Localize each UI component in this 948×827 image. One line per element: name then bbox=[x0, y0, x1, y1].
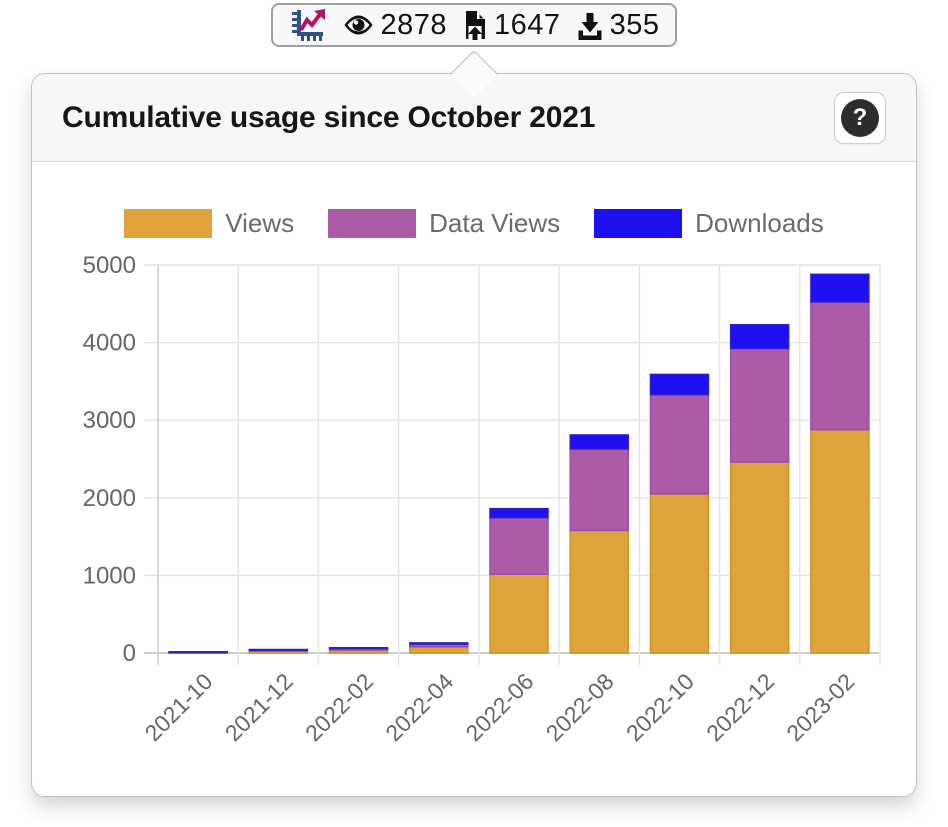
legend-swatch bbox=[594, 208, 683, 238]
downloads-count: 355 bbox=[609, 8, 660, 41]
bar-segment-downloads-2022-06 bbox=[489, 507, 549, 519]
x-tick-label: 2021-12 bbox=[220, 668, 298, 746]
x-tick-label: 2023-02 bbox=[781, 668, 859, 746]
legend-label: Views bbox=[225, 207, 295, 238]
y-tick-label: 4000 bbox=[83, 330, 136, 357]
bar-segment-downloads-2022-02 bbox=[328, 646, 389, 650]
bar-segment-downloads-2021-12 bbox=[248, 648, 309, 652]
bar-segment-data-views-2022-10 bbox=[649, 393, 710, 495]
y-tick-label: 1000 bbox=[83, 562, 136, 589]
data-views-count: 1647 bbox=[494, 8, 561, 41]
bar-segment-data-views-2022-12 bbox=[729, 347, 790, 463]
views-count: 2878 bbox=[380, 8, 448, 41]
downloads-metric: 355 bbox=[577, 9, 660, 42]
bar-segment-downloads-2022-08 bbox=[569, 434, 629, 450]
bar-segment-downloads-2021-10 bbox=[168, 651, 228, 654]
bar-segment-views-2023-02 bbox=[810, 428, 870, 654]
bar-segment-downloads-2022-04 bbox=[409, 642, 469, 645]
views-metric: 2878 bbox=[343, 9, 448, 42]
x-tick-label: 2022-06 bbox=[460, 668, 538, 746]
file-upload-icon bbox=[463, 10, 487, 41]
chart-section: Views Data Views Downloads 0 1000 2000 3000 40… bbox=[32, 162, 916, 796]
usage-popup-card: Cumulative usage since October 2021 ? Vi… bbox=[31, 49, 917, 797]
bar-segment-views-2022-12 bbox=[729, 461, 790, 654]
legend-label: Downloads bbox=[695, 207, 824, 238]
x-tick-label: 2022-10 bbox=[621, 668, 699, 746]
x-tick-label: 2022-12 bbox=[701, 668, 779, 746]
bar-segment-views-2022-06 bbox=[489, 573, 549, 654]
legend-item-downloads[interactable]: Downloads bbox=[594, 208, 824, 239]
bar-segment-views-2022-10 bbox=[649, 493, 710, 654]
legend-label: Data Views bbox=[429, 207, 561, 238]
data-views-metric: 1647 bbox=[463, 9, 561, 42]
help-button[interactable]: ? bbox=[834, 91, 886, 144]
y-tick-label: 3000 bbox=[83, 407, 136, 434]
bar-segment-downloads-2023-02 bbox=[810, 273, 870, 303]
bar-segment-downloads-2022-10 bbox=[649, 373, 710, 396]
usage-metrics-badge[interactable]: 2878 1647 bbox=[270, 3, 678, 47]
bar-segment-data-views-2022-08 bbox=[569, 448, 629, 532]
bar-segment-downloads-2022-12 bbox=[729, 324, 790, 350]
y-tick-label: 0 bbox=[123, 640, 136, 667]
bar-segment-data-views-2022-06 bbox=[489, 516, 549, 575]
x-tick-label: 2022-02 bbox=[300, 668, 378, 746]
legend-item-data-views[interactable]: Data Views bbox=[328, 208, 560, 239]
legend-swatch bbox=[328, 208, 417, 238]
bar-segment-data-views-2023-02 bbox=[810, 301, 870, 431]
chart-legend: Views Data Views Downloads bbox=[32, 208, 916, 238]
line-chart-icon bbox=[289, 6, 327, 44]
x-tick-label: 2022-04 bbox=[380, 668, 458, 746]
legend-item-views[interactable]: Views bbox=[124, 208, 294, 239]
legend-swatch bbox=[124, 208, 213, 238]
bar-segment-views-2022-04 bbox=[409, 646, 469, 654]
y-tick-label: 2000 bbox=[83, 485, 136, 512]
y-tick-label: 5000 bbox=[83, 252, 136, 279]
question-mark-icon: ? bbox=[841, 98, 879, 137]
badge-row: 2878 1647 bbox=[0, 0, 948, 47]
download-icon bbox=[577, 11, 603, 40]
eye-icon bbox=[343, 13, 374, 37]
page-title: Cumulative usage since October 2021 bbox=[62, 100, 596, 134]
bar-segment-views-2022-08 bbox=[569, 529, 629, 654]
x-tick-label: 2021-10 bbox=[140, 668, 218, 746]
x-tick-label: 2022-08 bbox=[541, 668, 619, 746]
